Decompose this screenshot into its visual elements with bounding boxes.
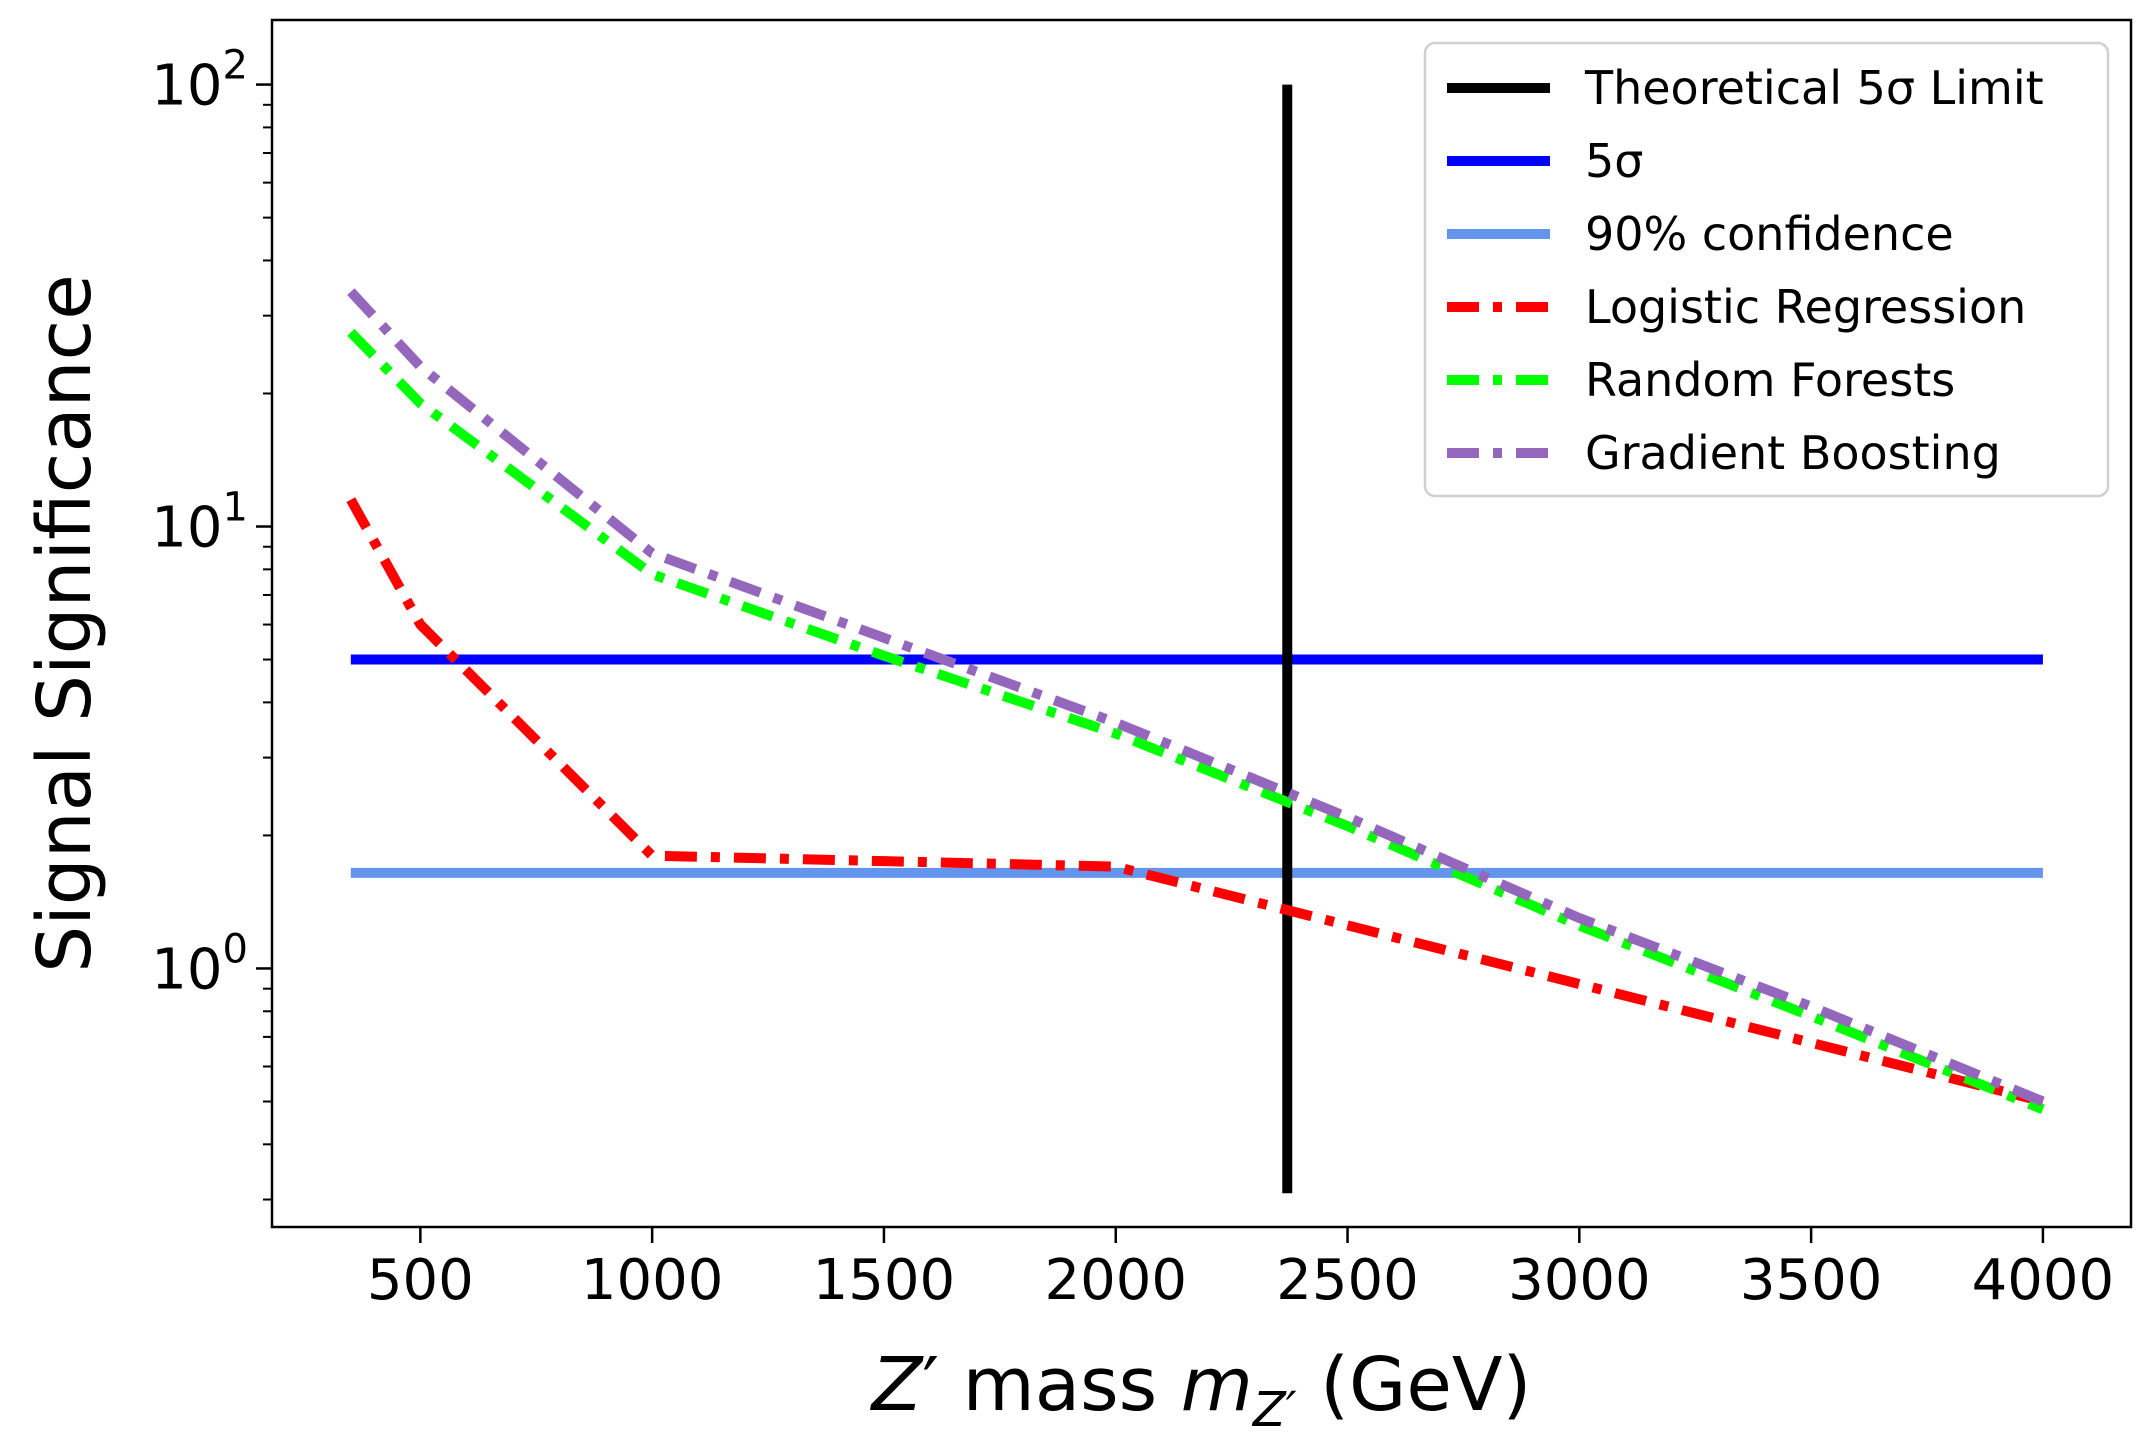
x-tick-label: 1000 (581, 1248, 724, 1313)
y-axis-label: Signal Significance (22, 274, 108, 973)
x-label-sub: Z′ (1251, 1382, 1297, 1438)
plot-area (346, 84, 2045, 1194)
x-tick-label: 3500 (1740, 1248, 1883, 1313)
y-tick-label: 100 (151, 926, 248, 1002)
legend-label: Logistic Regression (1585, 280, 2026, 334)
x-axis-ticks: 500 1000 1500 2000 2500 3000 3500 4000 (367, 1227, 2114, 1313)
legend: Theoretical 5σ Limit 5σ 90% confidence Logi… (1423, 41, 2110, 498)
y-tick-label: 101 (151, 485, 248, 561)
x-tick-label: 1500 (813, 1248, 956, 1313)
x-tick-label: 2500 (1276, 1248, 1419, 1313)
legend-label: Theoretical 5σ Limit (1584, 61, 2044, 115)
x-axis-label: Z′ mass mZ′ (GeV) (870, 1342, 1532, 1438)
legend-label: Gradient Boosting (1585, 426, 2001, 480)
y-tick-label: 102 (151, 43, 248, 119)
x-tick-label: 3000 (1508, 1248, 1651, 1313)
x-label-post: (GeV) (1297, 1342, 1532, 1428)
series-logistic-regression (346, 497, 2045, 1107)
x-tick-label: 4000 (1972, 1248, 2115, 1313)
series-random-forests (347, 328, 2045, 1114)
legend-label: 5σ (1585, 134, 1643, 188)
x-tick-label: 500 (367, 1248, 474, 1313)
x-label-var: m (1181, 1342, 1253, 1428)
x-label-z: Z (870, 1342, 925, 1428)
x-label-mid: mass (939, 1342, 1181, 1428)
legend-label: Random Forests (1585, 353, 1955, 407)
plot-frame (270, 18, 2133, 1229)
legend-box (1423, 41, 2110, 498)
y-axis-ticks: 100 101 102 (151, 43, 272, 1201)
x-label-prime: ′ (922, 1342, 939, 1428)
x-tick-label: 2000 (1044, 1248, 1187, 1313)
legend-label: 90% confidence (1585, 207, 1954, 261)
